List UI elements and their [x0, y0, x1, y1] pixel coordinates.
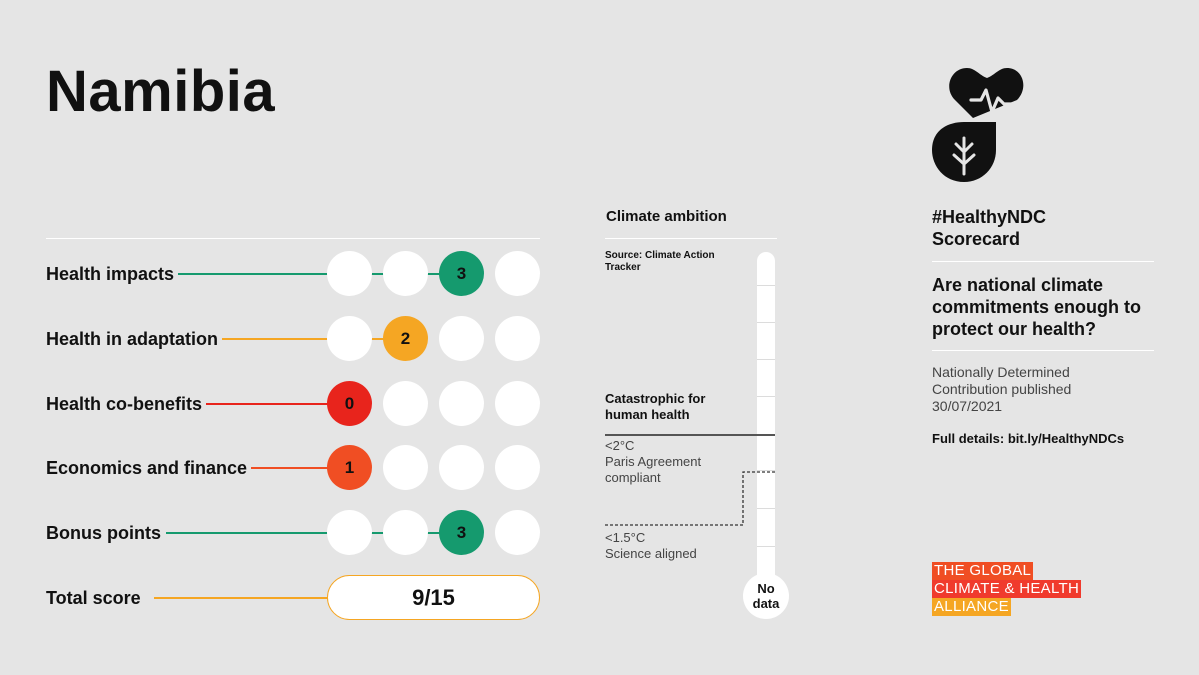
- score-row-label: Health impacts: [46, 251, 179, 297]
- threshold-dashed-line: [605, 471, 775, 526]
- score-connector-line: [166, 338, 393, 340]
- thermometer-tick: [757, 322, 775, 323]
- empty-score-dot: [383, 251, 428, 296]
- empty-score-dot: [439, 316, 484, 361]
- divider: [46, 238, 540, 239]
- score-row: Health impacts 3: [46, 251, 540, 297]
- divider: [932, 350, 1154, 351]
- divider: [605, 238, 777, 239]
- score-connector-line: [166, 403, 337, 405]
- climate-ambition-title: Climate ambition: [606, 208, 727, 225]
- country-title: Namibia: [46, 59, 276, 124]
- score-connector-line: [166, 273, 449, 275]
- score-badge: 3: [439, 510, 484, 555]
- thermometer-tick: [757, 359, 775, 360]
- gcha-logo: THE GLOBAL CLIMATE & HEALTH ALLIANCE: [932, 562, 1082, 616]
- heart-leaf-icon: [932, 68, 1024, 182]
- thermometer-tick: [757, 470, 775, 471]
- score-row: Bonus points 3: [46, 510, 540, 556]
- score-badge: 0: [327, 381, 372, 426]
- brand-line: CLIMATE & HEALTH: [932, 580, 1082, 598]
- empty-score-dot: [327, 251, 372, 296]
- ambition-thermometer: [757, 252, 775, 592]
- empty-score-dot: [327, 316, 372, 361]
- no-data-indicator: No data: [743, 573, 789, 619]
- total-score-value: 9/15: [327, 575, 540, 620]
- brand-line: ALLIANCE: [932, 598, 1011, 616]
- empty-score-dot: [383, 445, 428, 490]
- full-details-link[interactable]: Full details: bit.ly/HealthyNDCs: [932, 431, 1125, 446]
- score-row-label: Economics and finance: [46, 445, 252, 491]
- science-zone-label: <1.5°C Science aligned: [605, 530, 697, 561]
- total-label: Total score: [46, 575, 145, 621]
- empty-score-dot: [495, 316, 540, 361]
- empty-score-dot: [383, 381, 428, 426]
- total-connector-line: [154, 597, 334, 599]
- paris-zone-label: <2°C Paris Agreement compliant: [605, 438, 702, 485]
- thermometer-tick: [757, 546, 775, 547]
- empty-score-dot: [383, 510, 428, 555]
- score-row: Health in adaptation 2: [46, 316, 540, 362]
- catastrophic-label: Catastrophic for human health: [605, 391, 706, 422]
- catastrophic-threshold-line: [605, 434, 775, 436]
- score-row: Economics and finance 1: [46, 445, 540, 491]
- score-connector-line: [166, 467, 337, 469]
- score-row-label: Health in adaptation: [46, 316, 223, 362]
- divider: [932, 261, 1154, 262]
- empty-score-dot: [439, 381, 484, 426]
- source-note: Source: Climate Action Tracker: [605, 250, 715, 273]
- empty-score-dot: [495, 510, 540, 555]
- score-badge: 3: [439, 251, 484, 296]
- scorecard-question: Are national climate commitments enough …: [932, 275, 1142, 339]
- ndc-publication-info: Nationally Determined Contribution publi…: [932, 364, 1072, 414]
- score-row: Health co-benefits 0: [46, 381, 540, 427]
- empty-score-dot: [495, 251, 540, 296]
- thermometer-tick: [757, 285, 775, 286]
- empty-score-dot: [495, 445, 540, 490]
- score-row-label: Health co-benefits: [46, 381, 207, 427]
- score-row-label: Bonus points: [46, 510, 165, 556]
- score-badge: 2: [383, 316, 428, 361]
- brand-line: THE GLOBAL: [932, 562, 1034, 580]
- total-row: Total score: [46, 575, 540, 621]
- hashtag-title: #HealthyNDC Scorecard: [932, 207, 1047, 249]
- score-connector-line: [166, 532, 449, 534]
- empty-score-dot: [327, 510, 372, 555]
- score-badge: 1: [327, 445, 372, 490]
- thermometer-tick: [757, 508, 775, 509]
- thermometer-tick: [757, 396, 775, 397]
- empty-score-dot: [439, 445, 484, 490]
- empty-score-dot: [495, 381, 540, 426]
